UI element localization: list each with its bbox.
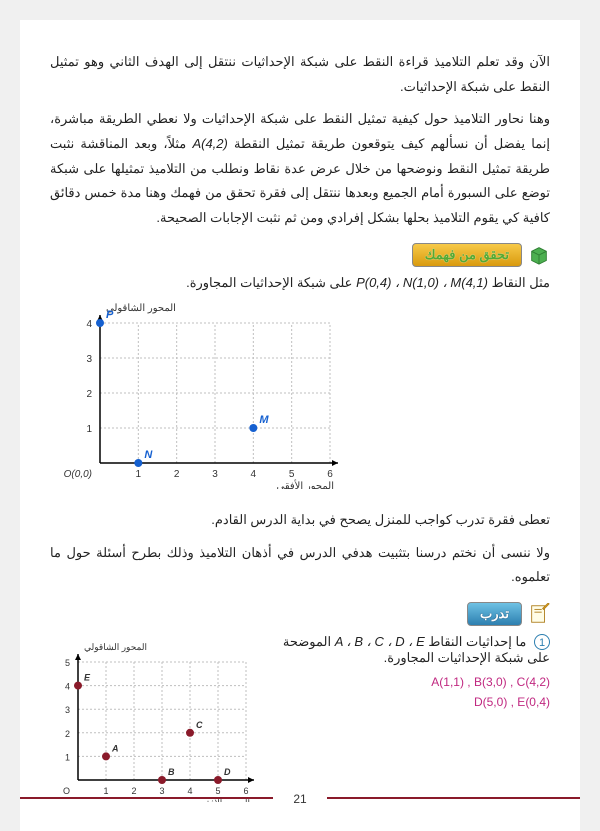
svg-text:4: 4 [251, 469, 257, 480]
svg-text:2: 2 [174, 469, 180, 480]
check-prompt: مثل النقاط P(0,4) ، N(1,0) ، M(4,1) على … [50, 275, 550, 291]
practice-q-a: ما إحداثيات النقاط [425, 634, 527, 649]
inline-point-a: A(4,2) [192, 132, 227, 157]
svg-text:1: 1 [136, 469, 142, 480]
svg-text:3: 3 [159, 786, 164, 796]
svg-text:4: 4 [86, 319, 92, 330]
answers-line-1: A(1,1) , B(3,0) , C(4,2) [272, 672, 550, 692]
svg-text:4: 4 [65, 681, 70, 691]
chart-2: 12345612345Oالمحور الأفقيالمحور الشاقولي… [50, 642, 260, 807]
cube-icon [528, 244, 550, 266]
svg-text:O: O [63, 786, 70, 796]
svg-text:المحور الشاقولي: المحور الشاقولي [106, 303, 176, 314]
practice-question: 1 ما إحداثيات النقاط A ، B ، C ، D ، E ا… [272, 634, 550, 666]
svg-text:N: N [144, 449, 153, 461]
check-prompt-b: على شبكة الإحداثيات المجاورة. [186, 275, 352, 290]
svg-text:5: 5 [215, 786, 220, 796]
svg-text:C: C [196, 720, 203, 730]
svg-text:3: 3 [65, 705, 70, 715]
practice-header: تدرب [50, 602, 550, 626]
svg-text:D: D [224, 767, 231, 777]
svg-text:5: 5 [65, 658, 70, 668]
svg-text:P: P [106, 309, 114, 321]
practice-answers: A(1,1) , B(3,0) , C(4,2) D(5,0) , E(0,4) [272, 672, 550, 713]
svg-text:المحور الشاقولي: المحور الشاقولي [84, 642, 147, 653]
paragraph-4: ولا ننسى أن نختم درسنا بتثبيت هدفي الدرس… [50, 541, 550, 590]
svg-text:A: A [111, 743, 119, 753]
svg-text:2: 2 [65, 729, 70, 739]
svg-text:E: E [84, 672, 91, 682]
svg-text:المحور الأفقي: المحور الأفقي [277, 480, 335, 489]
chart-1: 1 2 3 4 5 6 1 2 3 4 O(0,0) المحور الأفقي المحور الشا… [50, 299, 550, 494]
svg-text:2: 2 [86, 389, 92, 400]
paragraph-1: الآن وقد تعلم التلاميذ قراءة النقط على ش… [50, 50, 550, 99]
check-prompt-a: مثل النقاط [488, 275, 550, 290]
svg-text:5: 5 [289, 469, 295, 480]
paragraph-2: وهنا نحاور التلاميذ حول كيفية تمثيل النق… [50, 107, 550, 230]
notepad-icon [528, 603, 550, 625]
svg-text:M: M [259, 414, 269, 426]
svg-text:3: 3 [86, 354, 92, 365]
svg-text:1: 1 [103, 786, 108, 796]
svg-text:1: 1 [86, 424, 92, 435]
svg-text:6: 6 [327, 469, 333, 480]
page-number: 21 [273, 792, 326, 806]
answers-line-2: D(5,0) , E(0,4) [272, 692, 550, 712]
svg-text:3: 3 [212, 469, 218, 480]
practice-q-points: A ، B ، C ، D ، E [335, 634, 425, 650]
svg-text:6: 6 [243, 786, 248, 796]
check-prompt-points: P(0,4) ، N(1,0) ، M(4,1) [356, 275, 488, 291]
svg-text:2: 2 [131, 786, 136, 796]
svg-text:4: 4 [187, 786, 192, 796]
check-header: تحقق من فهمك [50, 243, 550, 267]
page-footer: 21 [20, 797, 580, 819]
svg-text:1: 1 [65, 752, 70, 762]
paragraph-3: تعطى فقرة تدرب كواجب للمنزل يصحح في بداي… [50, 508, 550, 533]
svg-text:O(0,0): O(0,0) [64, 469, 92, 480]
check-title: تحقق من فهمك [412, 243, 522, 267]
practice-title: تدرب [467, 602, 522, 626]
question-number: 1 [534, 634, 550, 650]
svg-text:B: B [168, 767, 175, 777]
